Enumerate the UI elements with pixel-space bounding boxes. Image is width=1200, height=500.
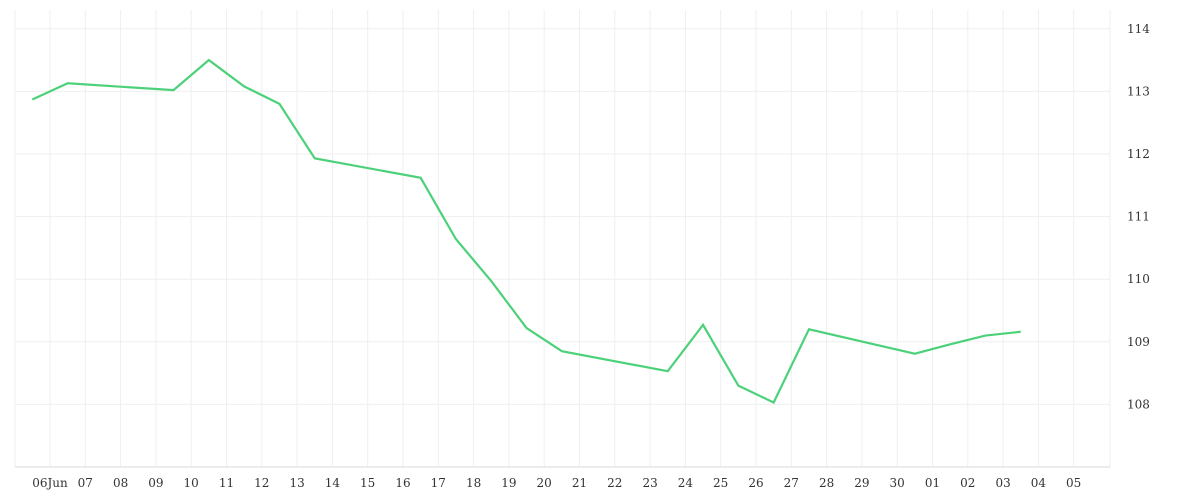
y-tick-label: 108 [1127, 397, 1150, 411]
x-tick-label: 29 [854, 476, 869, 490]
chart-series [31, 58, 1021, 404]
x-tick-label: 26 [748, 476, 763, 490]
x-tick-label: 13 [289, 476, 304, 490]
x-tick-label: 07 [78, 476, 93, 490]
x-tick-label: 17 [431, 476, 446, 490]
x-tick-label: 01 [925, 476, 940, 490]
x-tick-label: 10 [184, 476, 199, 490]
x-tick-label: 24 [678, 476, 694, 490]
x-tick-label: 18 [466, 476, 481, 490]
y-tick-label: 110 [1127, 272, 1150, 286]
chart-grid [14, 10, 1111, 467]
y-tick-label: 109 [1127, 335, 1150, 349]
x-tick-label: 25 [713, 476, 728, 490]
x-tick-label: 28 [819, 476, 834, 490]
y-tick-label: 113 [1127, 84, 1150, 98]
x-tick-label: 23 [642, 476, 657, 490]
x-tick-label: 11 [219, 476, 234, 490]
y-axis-ticks: 108 109 110 111 112 113 114 [1127, 22, 1150, 412]
x-tick-label: 03 [995, 476, 1010, 490]
y-tick-label: 114 [1127, 22, 1150, 36]
x-tick-label: 05 [1066, 476, 1081, 490]
x-tick-label: 19 [501, 476, 516, 490]
x-axis-ticks: 06Jun 07 08 09 10 11 12 13 14 15 16 17 18 19 20 21 22 23 2… [32, 476, 1081, 490]
x-tick-label: 15 [360, 476, 375, 490]
x-tick-label: 04 [1031, 476, 1047, 490]
y-tick-label: 111 [1127, 210, 1150, 224]
x-tick-label: 12 [254, 476, 269, 490]
x-tick-label: 14 [325, 476, 341, 490]
x-tick-label: 06Jun [32, 476, 68, 490]
x-tick-label: 22 [607, 476, 622, 490]
series-line [31, 58, 1021, 404]
x-tick-label: 20 [537, 476, 552, 490]
x-tick-label: 27 [784, 476, 799, 490]
x-tick-label: 16 [395, 476, 410, 490]
x-tick-label: 21 [572, 476, 587, 490]
y-tick-label: 112 [1127, 147, 1150, 161]
x-tick-label: 09 [148, 476, 163, 490]
x-tick-label: 02 [960, 476, 975, 490]
x-tick-label: 30 [890, 476, 905, 490]
x-tick-label: 08 [113, 476, 128, 490]
